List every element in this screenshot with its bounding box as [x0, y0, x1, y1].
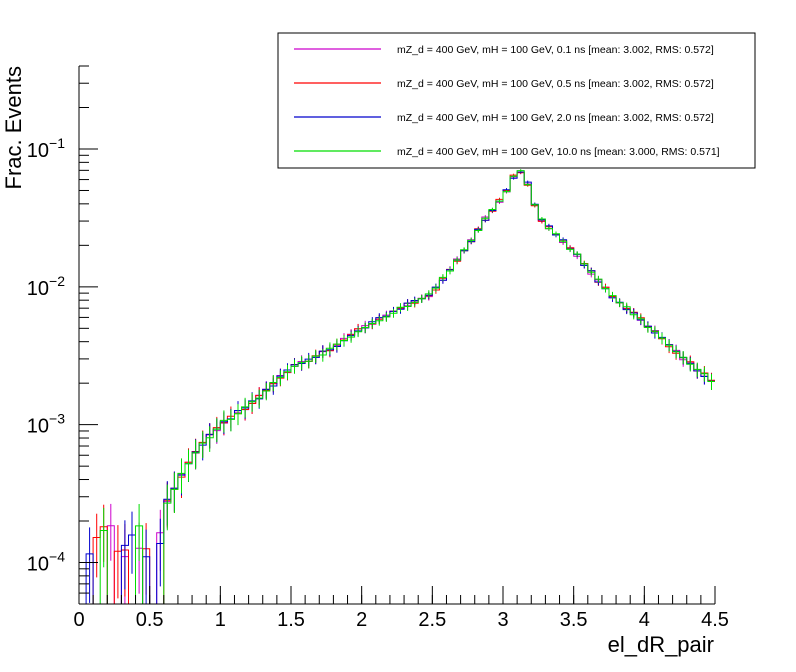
- legend-entry: mZ_d = 400 GeV, mH = 100 GeV, 2.0 ns [me…: [397, 112, 714, 124]
- x-tick-label: 0.5: [136, 609, 164, 631]
- y-tick-label: 10−1: [27, 135, 65, 162]
- x-tick-label: 4.5: [701, 609, 729, 631]
- y-tick-label: 10−2: [27, 273, 65, 300]
- series-line-1: [79, 172, 715, 604]
- x-tick-label: 4: [639, 609, 650, 631]
- legend-box: [277, 32, 756, 169]
- x-tick-label: 1.5: [277, 609, 305, 631]
- series-0: [79, 170, 715, 604]
- y-tick-label: 10−3: [27, 411, 65, 438]
- series-2: [79, 170, 715, 604]
- x-tick-label: 3.5: [560, 609, 588, 631]
- x-tick-label: 1: [215, 609, 226, 631]
- legend-entry: mZ_d = 400 GeV, mH = 100 GeV, 0.5 ns [me…: [397, 78, 714, 90]
- x-tick-label: 0: [73, 609, 84, 631]
- series-1: [79, 171, 715, 604]
- series-line-3: [79, 170, 715, 604]
- series-line-2: [79, 171, 715, 604]
- legend-entry: mZ_d = 400 GeV, mH = 100 GeV, 0.1 ns [me…: [397, 44, 714, 56]
- legend-entry: mZ_d = 400 GeV, mH = 100 GeV, 10.0 ns [m…: [397, 146, 720, 158]
- x-tick-label: 3: [497, 609, 508, 631]
- y-tick-label: 10−4: [27, 549, 65, 576]
- y-axis-title: Frac. Events: [1, 66, 26, 189]
- series-3: [79, 169, 715, 604]
- x-tick-label: 2.5: [418, 609, 446, 631]
- x-axis-title: el_dR_pair: [608, 632, 714, 657]
- series-line-0: [79, 171, 715, 604]
- x-tick-label: 2: [356, 609, 367, 631]
